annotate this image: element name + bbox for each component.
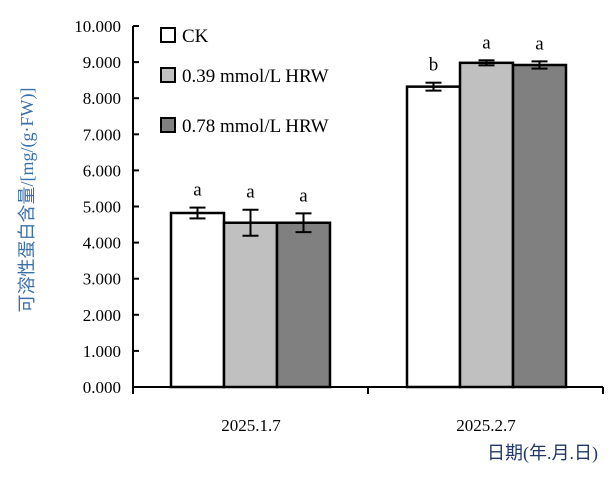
y-tick-label: 1.000 xyxy=(83,342,121,361)
y-tick-label: 4.000 xyxy=(83,234,121,253)
bar xyxy=(275,221,332,389)
legend-swatch xyxy=(160,117,176,133)
y-tick-label: 2.000 xyxy=(83,306,121,325)
y-tick-label: 7.000 xyxy=(83,125,121,144)
x-axis-title: 日期(年.月.日) xyxy=(487,443,598,464)
y-tick-label: 5.000 xyxy=(83,198,121,217)
bar xyxy=(222,221,279,389)
legend-label: CK xyxy=(182,26,209,47)
bar xyxy=(511,63,568,389)
y-tick-label: 0.000 xyxy=(83,378,121,397)
significance-label: b xyxy=(429,55,439,76)
significance-label: a xyxy=(299,185,308,206)
y-tick-label: 10.000 xyxy=(74,17,121,36)
significance-label: a xyxy=(246,182,255,203)
y-tick-label: 8.000 xyxy=(83,89,121,108)
y-tick-label: 3.000 xyxy=(83,270,121,289)
legend-swatch xyxy=(160,27,176,43)
y-tick-label: 9.000 xyxy=(83,53,121,72)
x-tick-label: 2025.1.7 xyxy=(221,416,281,435)
legend-swatch xyxy=(160,67,176,83)
legend-label: 0.78 mmol/L HRW xyxy=(182,116,329,137)
significance-label: a xyxy=(535,33,544,54)
y-tick-label: 6.000 xyxy=(83,161,121,180)
bar xyxy=(405,85,462,389)
legend-label: 0.39 mmol/L HRW xyxy=(182,66,329,87)
significance-label: a xyxy=(482,32,491,53)
x-tick-label: 2025.2.7 xyxy=(456,416,516,435)
bar xyxy=(169,211,226,389)
bar xyxy=(458,61,515,389)
y-axis-title: 可溶性蛋白含量/[mg/(g·FW)] xyxy=(17,88,38,313)
significance-label: a xyxy=(193,180,202,201)
